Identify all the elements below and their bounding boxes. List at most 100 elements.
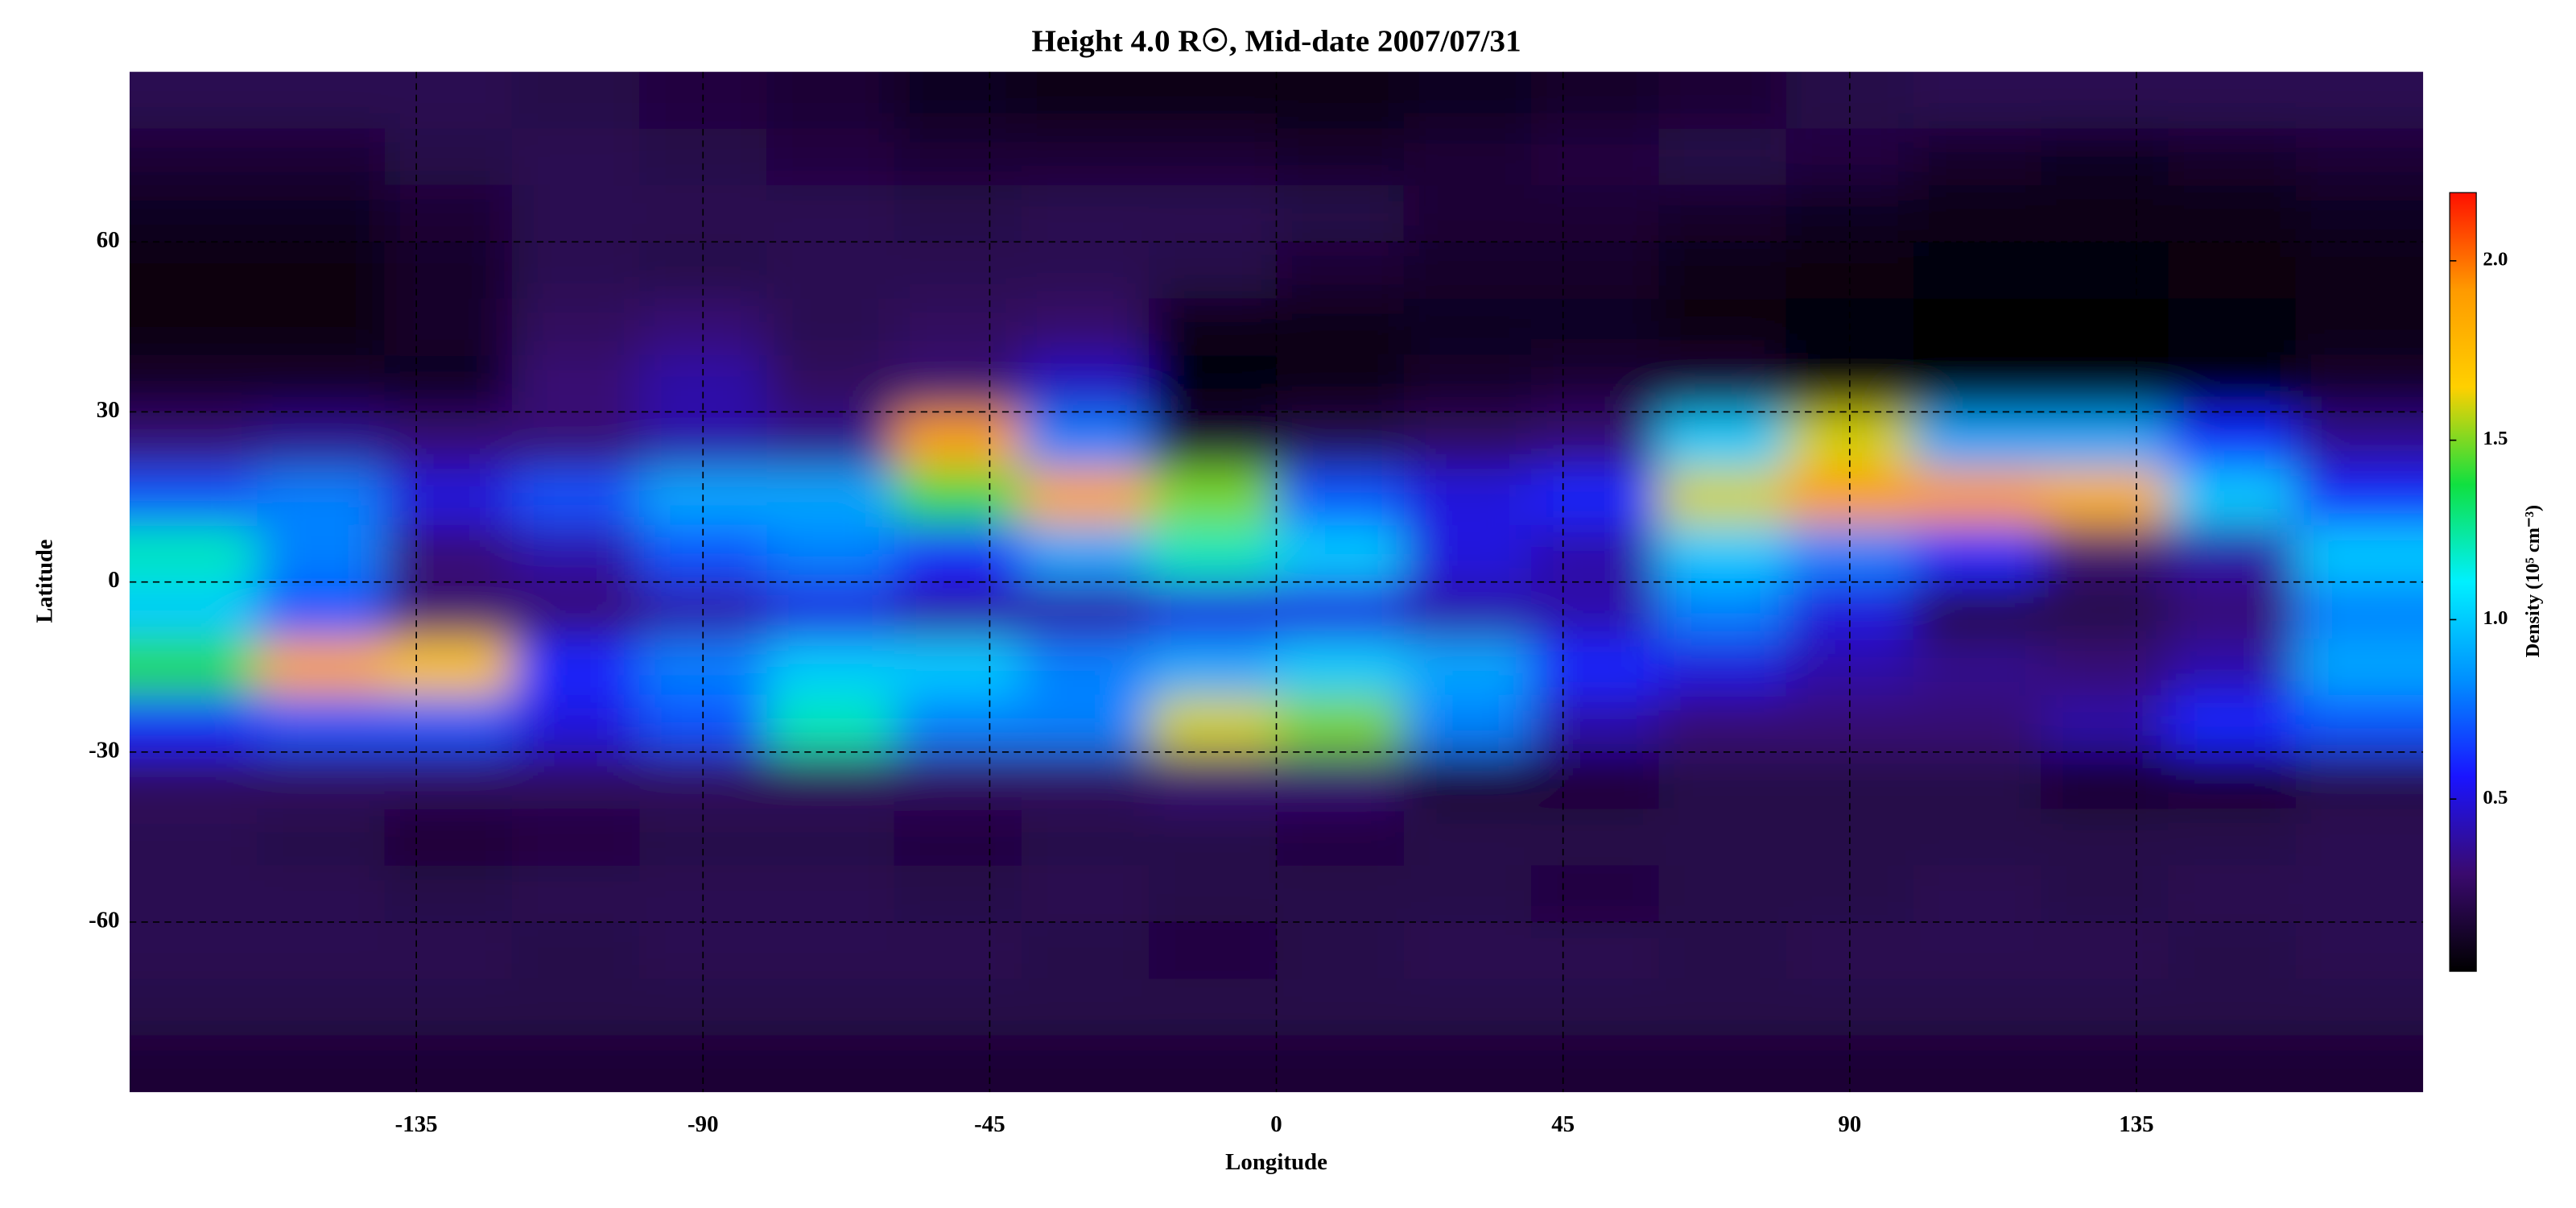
density-cell (766, 865, 895, 923)
density-cell (894, 921, 1023, 980)
density-cell (1149, 751, 1278, 810)
density-cell (2041, 921, 2169, 980)
density-cell (766, 355, 895, 413)
density-cell (130, 865, 258, 923)
density-cell (766, 412, 895, 470)
density-cell (1658, 809, 1787, 867)
density-cell (384, 809, 513, 867)
density-cell (1276, 809, 1405, 867)
density-cell (2295, 581, 2424, 640)
density-cell (1531, 581, 1660, 640)
density-cell (130, 184, 258, 243)
density-cell (1658, 412, 1787, 470)
plot-area (130, 72, 2424, 1093)
chart-title: Height 4.0 R☉, Mid-date 2007/07/31 (1032, 24, 1521, 59)
density-cell (257, 751, 386, 810)
density-cell (1403, 639, 1533, 697)
density-cell (257, 525, 386, 583)
density-cell (766, 525, 895, 583)
x-tick-label: 135 (2119, 1111, 2153, 1137)
density-cell (1021, 1035, 1150, 1093)
density-cell (1021, 639, 1150, 697)
density-cell (1276, 468, 1405, 527)
y-axis-label: Latitude (31, 540, 57, 623)
density-cell (257, 468, 386, 527)
density-cell (1021, 978, 1150, 1036)
density-cell (511, 751, 641, 810)
density-cell (1403, 72, 1533, 130)
density-cell (1276, 581, 1405, 640)
density-cell (766, 72, 895, 130)
density-cell (2295, 809, 2424, 867)
density-cell (1658, 468, 1787, 527)
density-cell (1149, 184, 1278, 243)
density-cell (2168, 355, 2297, 413)
density-cell (1658, 865, 1787, 923)
density-cell (894, 355, 1023, 413)
density-cell (2041, 525, 2169, 583)
density-cell (1913, 128, 2042, 186)
density-cell (2168, 921, 2297, 980)
density-cell (1658, 695, 1787, 753)
density-cell (1913, 1035, 2042, 1093)
density-cell (1276, 242, 1405, 300)
density-cell (384, 525, 513, 583)
density-cell (2295, 298, 2424, 357)
density-map (130, 72, 2424, 1093)
density-cell (2295, 751, 2424, 810)
density-cell (1658, 581, 1787, 640)
density-cell (2041, 978, 2169, 1036)
density-cell (2041, 639, 2169, 697)
density-cell (1913, 695, 2042, 753)
density-cell (257, 412, 386, 470)
density-cell (511, 184, 641, 243)
density-cell (1531, 128, 1660, 186)
density-cell (766, 468, 895, 527)
density-cell (1021, 525, 1150, 583)
density-cell (766, 184, 895, 243)
x-tick-label: -90 (687, 1111, 719, 1137)
density-cell (1785, 1035, 1914, 1093)
density-cell (1658, 128, 1787, 186)
density-cell (1276, 355, 1405, 413)
y-tick-label: 30 (97, 397, 120, 423)
density-cell (2168, 412, 2297, 470)
density-cell (1658, 978, 1787, 1036)
density-cell (1149, 921, 1278, 980)
density-cell (1403, 581, 1533, 640)
density-cell (2041, 298, 2169, 357)
density-cell (384, 581, 513, 640)
density-cell (1531, 355, 1660, 413)
density-cell (894, 242, 1023, 300)
density-cell (1149, 72, 1278, 130)
colorbar-tick-label: 1.0 (2483, 607, 2508, 629)
density-cell (511, 412, 641, 470)
density-cell (1276, 184, 1405, 243)
density-cell (2295, 921, 2424, 980)
density-cell (511, 525, 641, 583)
density-cell (1276, 695, 1405, 753)
density-cell (384, 242, 513, 300)
density-cell (1658, 184, 1787, 243)
density-cell (1149, 128, 1278, 186)
density-cell (257, 865, 386, 923)
density-cell (257, 72, 386, 130)
x-tick-label: -135 (395, 1111, 438, 1137)
density-cell (1149, 468, 1278, 527)
x-tick-label: 90 (1838, 1111, 1861, 1137)
density-cell (2168, 184, 2297, 243)
density-cell (1021, 921, 1150, 980)
density-cell (1276, 298, 1405, 357)
density-cell (130, 639, 258, 697)
colorbar: Density (10⁵ cm⁻³) 0.5 1.0 1.5 2.0 (2449, 192, 2544, 972)
density-cell (1149, 809, 1278, 867)
density-cell (1021, 184, 1150, 243)
density-cell (1403, 1035, 1533, 1093)
density-cell (894, 809, 1023, 867)
density-cell (257, 695, 386, 753)
density-cell (130, 298, 258, 357)
density-cell (511, 809, 641, 867)
density-cell (2295, 865, 2424, 923)
density-cell (894, 412, 1023, 470)
density-cell (639, 1035, 768, 1093)
